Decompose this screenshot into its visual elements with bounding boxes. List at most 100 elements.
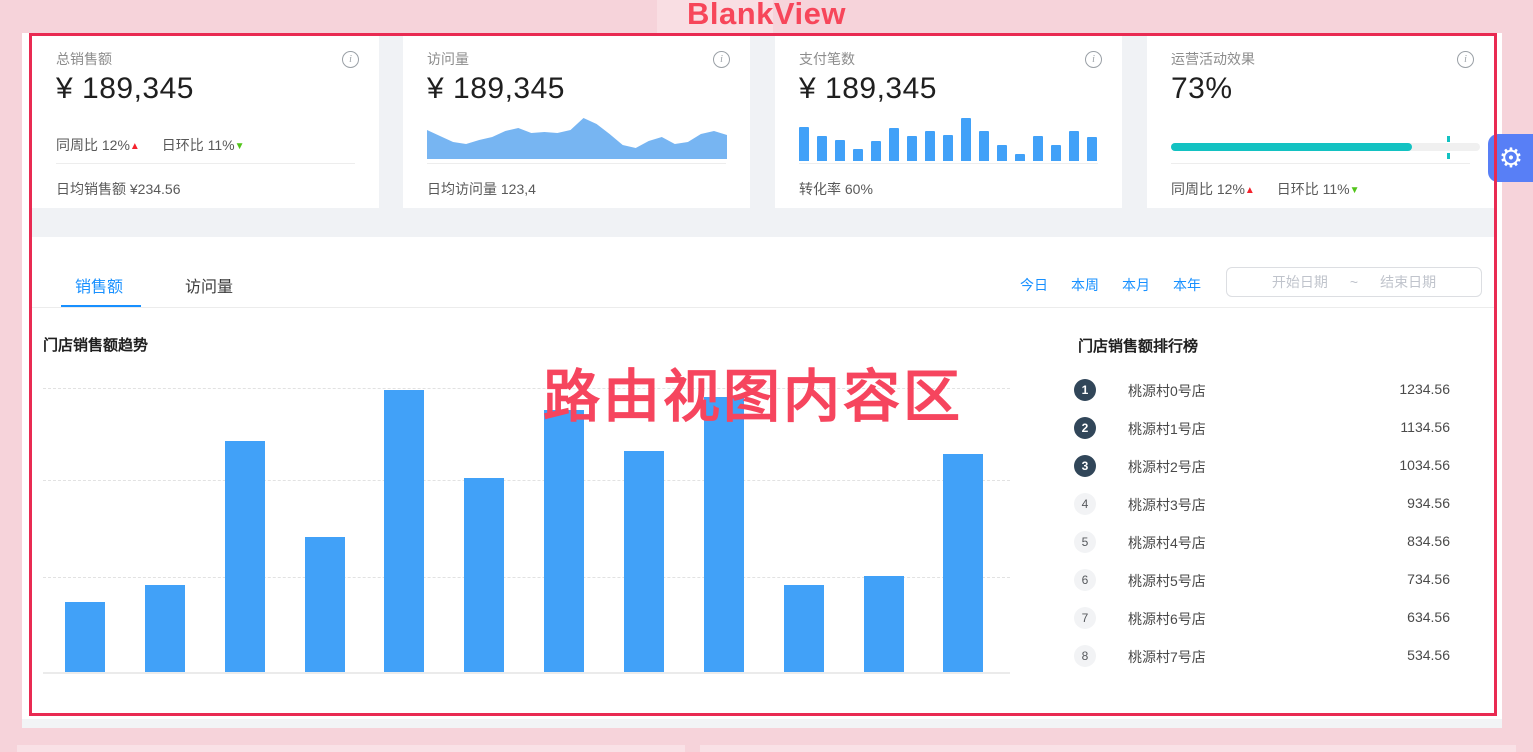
card-footer: 转化率 60% xyxy=(799,179,873,199)
ranking-row: 1 桃源村0号店 1234.56 xyxy=(1074,379,1450,401)
bar xyxy=(464,478,504,672)
footer-label: 日均销售额 xyxy=(56,181,126,197)
trend-label: 日环比 xyxy=(161,137,204,153)
date-range-picker[interactable]: ~ xyxy=(1226,267,1482,297)
card-title: 运营活动效果 xyxy=(1171,51,1255,67)
card-divider xyxy=(1171,163,1470,164)
mini-bar xyxy=(1087,137,1097,161)
card-divider xyxy=(427,163,726,164)
tab-visits[interactable]: 访问量 xyxy=(185,279,234,296)
bar xyxy=(65,602,105,672)
rank-badge: 8 xyxy=(1074,645,1096,667)
card-footer: 日均销售额 ¥234.56 xyxy=(56,179,181,199)
rank-badge: 3 xyxy=(1074,455,1096,477)
stat-card-payments: 支付笔数 i ¥ 189,345 转化率 60% xyxy=(775,36,1122,208)
footer-label: 日均访问量 xyxy=(427,181,497,197)
trend-wow: 同周比 12%▲ xyxy=(1171,181,1255,197)
next-row-card-right xyxy=(700,745,1516,752)
info-icon[interactable]: i xyxy=(713,51,730,68)
bar xyxy=(943,454,983,672)
caret-up-icon: ▲ xyxy=(129,141,140,152)
next-row-card-left xyxy=(17,745,685,752)
ranking-row: 5 桃源村4号店 834.56 xyxy=(1074,531,1450,553)
store-sales-value: 634.56 xyxy=(1407,609,1450,625)
stat-card-total-sales: 总销售额 i ¥ 189,345 同周比 12%▲ 日环比 11%▼ 日均销售额… xyxy=(32,36,379,208)
bar xyxy=(305,537,345,672)
gridline xyxy=(43,480,1010,481)
mini-bar xyxy=(979,131,989,161)
trend-label: 同周比 xyxy=(1171,181,1213,197)
mini-bar xyxy=(889,128,899,161)
ranking-row: 3 桃源村2号店 1034.56 xyxy=(1074,455,1450,477)
bar xyxy=(624,451,664,672)
store-name: 桃源村0号店 xyxy=(1128,383,1206,399)
rank-badge: 6 xyxy=(1074,569,1096,591)
mini-bar xyxy=(835,140,845,161)
sales-panel: 销售额 访问量 今日 本周 本月 本年 ~ 门店销售额趋势 门店销售额排行榜 1… xyxy=(32,237,1494,713)
bar xyxy=(784,585,824,672)
footer-value: 60% xyxy=(844,181,873,197)
card-value: 73% xyxy=(1171,72,1233,105)
mini-bar xyxy=(799,127,809,161)
end-date-input[interactable] xyxy=(1360,273,1457,291)
range-year-link[interactable]: 本年 xyxy=(1173,277,1201,293)
store-sales-value: 1234.56 xyxy=(1399,381,1450,397)
gridline xyxy=(43,388,1010,389)
caret-up-icon: ▲ xyxy=(1244,185,1255,196)
store-sales-value: 934.56 xyxy=(1407,495,1450,511)
settings-button[interactable]: ⚙ xyxy=(1488,134,1533,182)
ranking-row: 4 桃源村3号店 934.56 xyxy=(1074,493,1450,515)
page-title: BlankView xyxy=(686,0,846,31)
sales-trend-plot xyxy=(43,388,1010,674)
payments-mini-chart xyxy=(799,118,1097,161)
card-divider xyxy=(799,163,1098,164)
mini-bar xyxy=(853,149,863,161)
caret-down-icon: ▼ xyxy=(1349,185,1360,196)
mini-bar xyxy=(961,118,971,161)
stat-card-operation-effect: 运营活动效果 i 73% 同周比 12%▲ 日环比 11%▼ xyxy=(1147,36,1494,208)
tab-active-underline xyxy=(61,305,141,307)
card-title: 总销售额 xyxy=(56,51,112,67)
info-icon[interactable]: i xyxy=(1085,51,1102,68)
card-value: ¥ 189,345 xyxy=(56,72,194,105)
store-name: 桃源村3号店 xyxy=(1128,497,1206,513)
card-value: ¥ 189,345 xyxy=(799,72,937,105)
progress-fill xyxy=(1171,143,1413,151)
ranking-panel: 门店销售额排行榜 1 桃源村0号店 1234.56 2 桃源村1号店 1134.56 3 桃源… xyxy=(1074,330,1450,690)
range-month-link[interactable]: 本月 xyxy=(1122,277,1150,293)
store-sales-value: 734.56 xyxy=(1407,571,1450,587)
mini-bar xyxy=(997,145,1007,161)
bar xyxy=(864,576,904,672)
store-name: 桃源村7号店 xyxy=(1128,649,1206,665)
trend-label: 日环比 xyxy=(1276,181,1319,197)
ranking-row: 6 桃源村5号店 734.56 xyxy=(1074,569,1450,591)
footer-value: ¥234.56 xyxy=(129,181,181,197)
tab-sales[interactable]: 销售额 xyxy=(75,279,124,296)
date-range-separator: ~ xyxy=(1349,274,1359,290)
trend-row: 同周比 12%▲ 日环比 11%▼ xyxy=(56,135,263,155)
range-today-link[interactable]: 今日 xyxy=(1020,277,1048,293)
bottom-margin-strip xyxy=(22,719,1502,728)
store-name: 桃源村5号店 xyxy=(1128,573,1206,589)
store-sales-value: 834.56 xyxy=(1407,533,1450,549)
info-icon[interactable]: i xyxy=(342,51,359,68)
trend-label: 同周比 xyxy=(56,137,98,153)
visits-area-polygon xyxy=(427,118,727,159)
card-title: 支付笔数 xyxy=(799,51,855,67)
bar xyxy=(544,410,584,672)
store-sales-value: 1034.56 xyxy=(1399,457,1450,473)
trend-dod: 日环比 11%▼ xyxy=(162,137,245,153)
trend-row: 同周比 12%▲ 日环比 11%▼ xyxy=(1171,179,1378,199)
range-week-link[interactable]: 本周 xyxy=(1071,277,1099,293)
tabbar-divider xyxy=(32,307,1494,308)
start-date-input[interactable] xyxy=(1251,273,1348,291)
card-title: 访问量 xyxy=(427,51,469,67)
caret-down-icon: ▼ xyxy=(234,141,245,152)
rank-badge: 5 xyxy=(1074,531,1096,553)
ranking-row: 7 桃源村6号店 634.56 xyxy=(1074,607,1450,629)
rank-badge: 7 xyxy=(1074,607,1096,629)
mini-bar xyxy=(925,131,935,161)
trend-wow: 同周比 12%▲ xyxy=(56,137,140,153)
rank-badge: 2 xyxy=(1074,417,1096,439)
info-icon[interactable]: i xyxy=(1457,51,1474,68)
